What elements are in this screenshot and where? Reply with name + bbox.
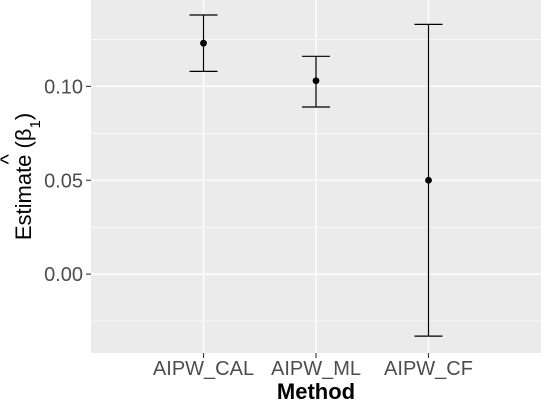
x-axis-title: Method — [277, 379, 355, 404]
y-tick-label: 0.05 — [44, 170, 83, 192]
x-tick-label: AIPW_CAL — [153, 358, 254, 380]
estimate-point — [313, 77, 320, 84]
y-axis-title-subscript: 1 — [27, 120, 44, 128]
y-axis-title: Estimate (β1) ^ — [0, 113, 44, 240]
x-tick-label: AIPW_ML — [271, 358, 361, 380]
x-tick-label: AIPW_CF — [384, 358, 473, 380]
y-axis-ticks: 0.00 0.05 0.10 — [44, 76, 91, 286]
y-tick-label: 0.00 — [44, 264, 83, 286]
y-tick-label: 0.10 — [44, 76, 83, 98]
x-axis-ticks: AIPW_CAL AIPW_ML AIPW_CF — [153, 353, 473, 380]
y-axis-title-hat: ^ — [0, 154, 21, 165]
svg-text:Estimate (β1): Estimate (β1) — [11, 113, 44, 240]
y-axis-title-symbol: β — [11, 128, 36, 141]
estimate-point — [425, 177, 432, 184]
estimate-point — [200, 40, 207, 47]
y-axis-title-suffix: ) — [11, 113, 36, 120]
